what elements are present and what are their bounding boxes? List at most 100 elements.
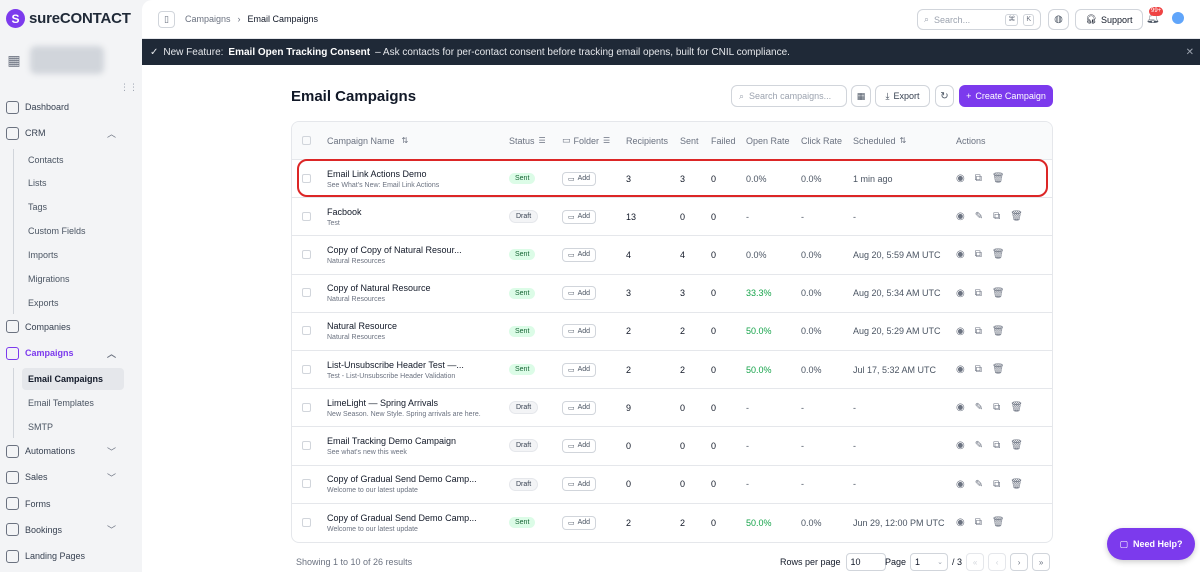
- last-page-button[interactable]: »: [1032, 553, 1051, 571]
- trash-icon[interactable]: 🗑︎: [991, 517, 1005, 529]
- refresh-icon[interactable]: ↻: [935, 85, 954, 107]
- globe-icon[interactable]: ◍: [1048, 9, 1069, 30]
- sidebar-item-smtp[interactable]: SMTP: [28, 422, 54, 433]
- campaign-name-cell[interactable]: Copy of Copy of Natural Resour... Natural…: [327, 236, 497, 273]
- add-folder-button[interactable]: ▭ Add: [562, 438, 597, 453]
- row-checkbox[interactable]: [302, 288, 311, 298]
- add-folder-button[interactable]: ▭ Add: [562, 477, 597, 492]
- sidebar-item-dashboard[interactable]: Dashboard: [0, 96, 142, 118]
- campaign-name[interactable]: Copy of Gradual Send Demo Camp...: [327, 474, 477, 485]
- edit-icon[interactable]: ✎: [974, 440, 984, 452]
- row-checkbox[interactable]: [302, 173, 311, 183]
- sidebar-item-crm[interactable]: CRM ︿: [0, 122, 142, 144]
- need-help-button[interactable]: ▢ Need Help?: [1107, 528, 1195, 560]
- add-folder-button[interactable]: ▭ Add: [562, 286, 597, 301]
- table-row[interactable]: Copy of Gradual Send Demo Camp... Welcome…: [292, 466, 1052, 504]
- duplicate-icon[interactable]: ⧉: [993, 478, 1001, 490]
- rows-per-page-input[interactable]: 10: [845, 553, 886, 571]
- first-page-button[interactable]: «: [966, 553, 985, 571]
- add-folder-button[interactable]: ▭ Add: [562, 247, 597, 262]
- view-icon[interactable]: ◉: [956, 325, 965, 337]
- row-checkbox[interactable]: [302, 479, 311, 489]
- campaign-name-cell[interactable]: Copy of Gradual Send Demo Camp... Welcome…: [327, 504, 497, 542]
- global-search-input[interactable]: ⌕ Search... ⌘ K: [917, 9, 1041, 30]
- campaign-name-cell[interactable]: Email Tracking Demo Campaign See what's n…: [327, 427, 497, 464]
- campaign-name-cell[interactable]: List-Unsubscribe Header Test —... Test - …: [327, 351, 497, 388]
- sidebar-item-automations[interactable]: Automations ﹀: [0, 440, 142, 462]
- add-folder-button[interactable]: ▭ Add: [562, 362, 597, 377]
- sidebar-item-imports[interactable]: Imports: [28, 250, 59, 261]
- trash-icon[interactable]: 🗑︎: [1010, 440, 1023, 452]
- add-folder-button[interactable]: ▭ Add: [562, 171, 597, 186]
- trash-icon[interactable]: 🗑︎: [991, 287, 1005, 299]
- campaign-name[interactable]: List-Unsubscribe Header Test —...: [327, 359, 464, 370]
- campaign-name[interactable]: Copy of Copy of Natural Resour...: [327, 244, 462, 255]
- trash-icon[interactable]: 🗑︎: [1010, 478, 1023, 490]
- page-select[interactable]: 1 ⌄: [910, 553, 949, 571]
- view-icon[interactable]: ◉: [956, 173, 965, 185]
- export-button[interactable]: ⤓ Export: [875, 85, 930, 107]
- campaign-name[interactable]: Copy of Natural Resource: [327, 283, 431, 294]
- campaign-name[interactable]: Email Tracking Demo Campaign: [327, 435, 457, 446]
- duplicate-icon[interactable]: ⧉: [974, 287, 982, 299]
- campaign-name[interactable]: Natural Resource: [327, 321, 398, 332]
- table-row[interactable]: Copy of Natural Resource Natural Resource…: [292, 275, 1052, 313]
- workspace-switcher[interactable]: ▦: [6, 46, 104, 74]
- sidebar-item-forms[interactable]: Forms: [0, 493, 142, 515]
- duplicate-icon[interactable]: ⧉: [993, 402, 1001, 414]
- view-icon[interactable]: ◉: [956, 517, 965, 529]
- trash-icon[interactable]: 🗑︎: [1010, 402, 1023, 414]
- campaign-name[interactable]: Copy of Gradual Send Demo Camp...: [327, 512, 477, 523]
- row-checkbox[interactable]: [302, 364, 311, 374]
- header-status[interactable]: Status ☰: [509, 122, 546, 159]
- sidebar-item-email-campaigns[interactable]: Email Campaigns: [22, 368, 124, 391]
- add-folder-button[interactable]: ▭ Add: [562, 515, 597, 530]
- edit-icon[interactable]: ✎: [974, 478, 984, 490]
- sidebar-item-campaigns[interactable]: Campaigns ︿: [0, 342, 142, 364]
- table-row[interactable]: LimeLight — Spring Arrivals New Season. N…: [292, 389, 1052, 428]
- view-icon[interactable]: ◉: [956, 249, 965, 261]
- add-folder-button[interactable]: ▭ Add: [562, 400, 597, 415]
- header-campaign-name[interactable]: Campaign Name ⇅: [327, 122, 497, 159]
- table-row[interactable]: Facbook Test Draft ▭ Add 13 0 0 - - - ◉ ✎ ⧉ 🗑︎: [292, 198, 1052, 237]
- campaign-name-cell[interactable]: Email Link Actions Demo See What's New: E…: [327, 160, 497, 197]
- sidebar-item-contacts[interactable]: Contacts: [28, 154, 64, 165]
- campaign-name-cell[interactable]: Natural Resource Natural Resources: [327, 313, 497, 350]
- sidebar-toggle-icon[interactable]: ▯: [158, 11, 175, 28]
- edit-icon[interactable]: ✎: [974, 211, 984, 223]
- duplicate-icon[interactable]: ⧉: [993, 211, 1001, 223]
- row-checkbox[interactable]: [302, 211, 311, 221]
- row-checkbox[interactable]: [302, 249, 311, 259]
- campaign-name[interactable]: Facbook: [327, 206, 362, 217]
- sidebar-item-companies[interactable]: Companies: [0, 316, 142, 338]
- trash-icon[interactable]: 🗑︎: [1010, 211, 1023, 223]
- view-icon[interactable]: ◉: [956, 402, 965, 414]
- sidebar-item-bookings[interactable]: Bookings ﹀: [0, 519, 142, 541]
- table-row[interactable]: Email Link Actions Demo See What's New: E…: [292, 160, 1052, 199]
- table-row[interactable]: List-Unsubscribe Header Test —... Test - …: [292, 351, 1052, 390]
- view-icon[interactable]: ◉: [956, 478, 965, 490]
- add-folder-button[interactable]: ▭ Add: [562, 324, 597, 339]
- duplicate-icon[interactable]: ⧉: [974, 517, 982, 529]
- sidebar-item-custom-fields[interactable]: Custom Fields: [28, 226, 86, 237]
- sidebar-item-landing-pages[interactable]: Landing Pages: [0, 545, 142, 567]
- trash-icon[interactable]: 🗑︎: [991, 325, 1005, 337]
- duplicate-icon[interactable]: ⧉: [993, 440, 1001, 452]
- create-campaign-button[interactable]: + Create Campaign: [959, 85, 1053, 107]
- next-page-button[interactable]: ›: [1010, 553, 1029, 571]
- view-icon[interactable]: ◉: [956, 440, 965, 452]
- duplicate-icon[interactable]: ⧉: [974, 364, 982, 376]
- duplicate-icon[interactable]: ⧉: [974, 249, 982, 261]
- table-row[interactable]: Email Tracking Demo Campaign See what's n…: [292, 427, 1052, 466]
- header-folder[interactable]: ▭ Folder ☰: [562, 122, 610, 159]
- close-icon[interactable]: ✕: [1185, 46, 1194, 58]
- add-folder-button[interactable]: ▭ Add: [562, 209, 597, 224]
- sidebar-item-exports[interactable]: Exports: [28, 297, 59, 308]
- campaign-name[interactable]: LimeLight — Spring Arrivals: [327, 397, 439, 408]
- sidebar-item-sales[interactable]: Sales ﹀: [0, 466, 142, 488]
- campaign-name-cell[interactable]: Copy of Natural Resource Natural Resource…: [327, 275, 497, 312]
- view-icon[interactable]: ◉: [956, 287, 965, 299]
- table-row[interactable]: Copy of Copy of Natural Resour... Natural…: [292, 236, 1052, 275]
- grip-icon[interactable]: ⋮⋮: [120, 82, 138, 92]
- trash-icon[interactable]: 🗑︎: [991, 364, 1005, 376]
